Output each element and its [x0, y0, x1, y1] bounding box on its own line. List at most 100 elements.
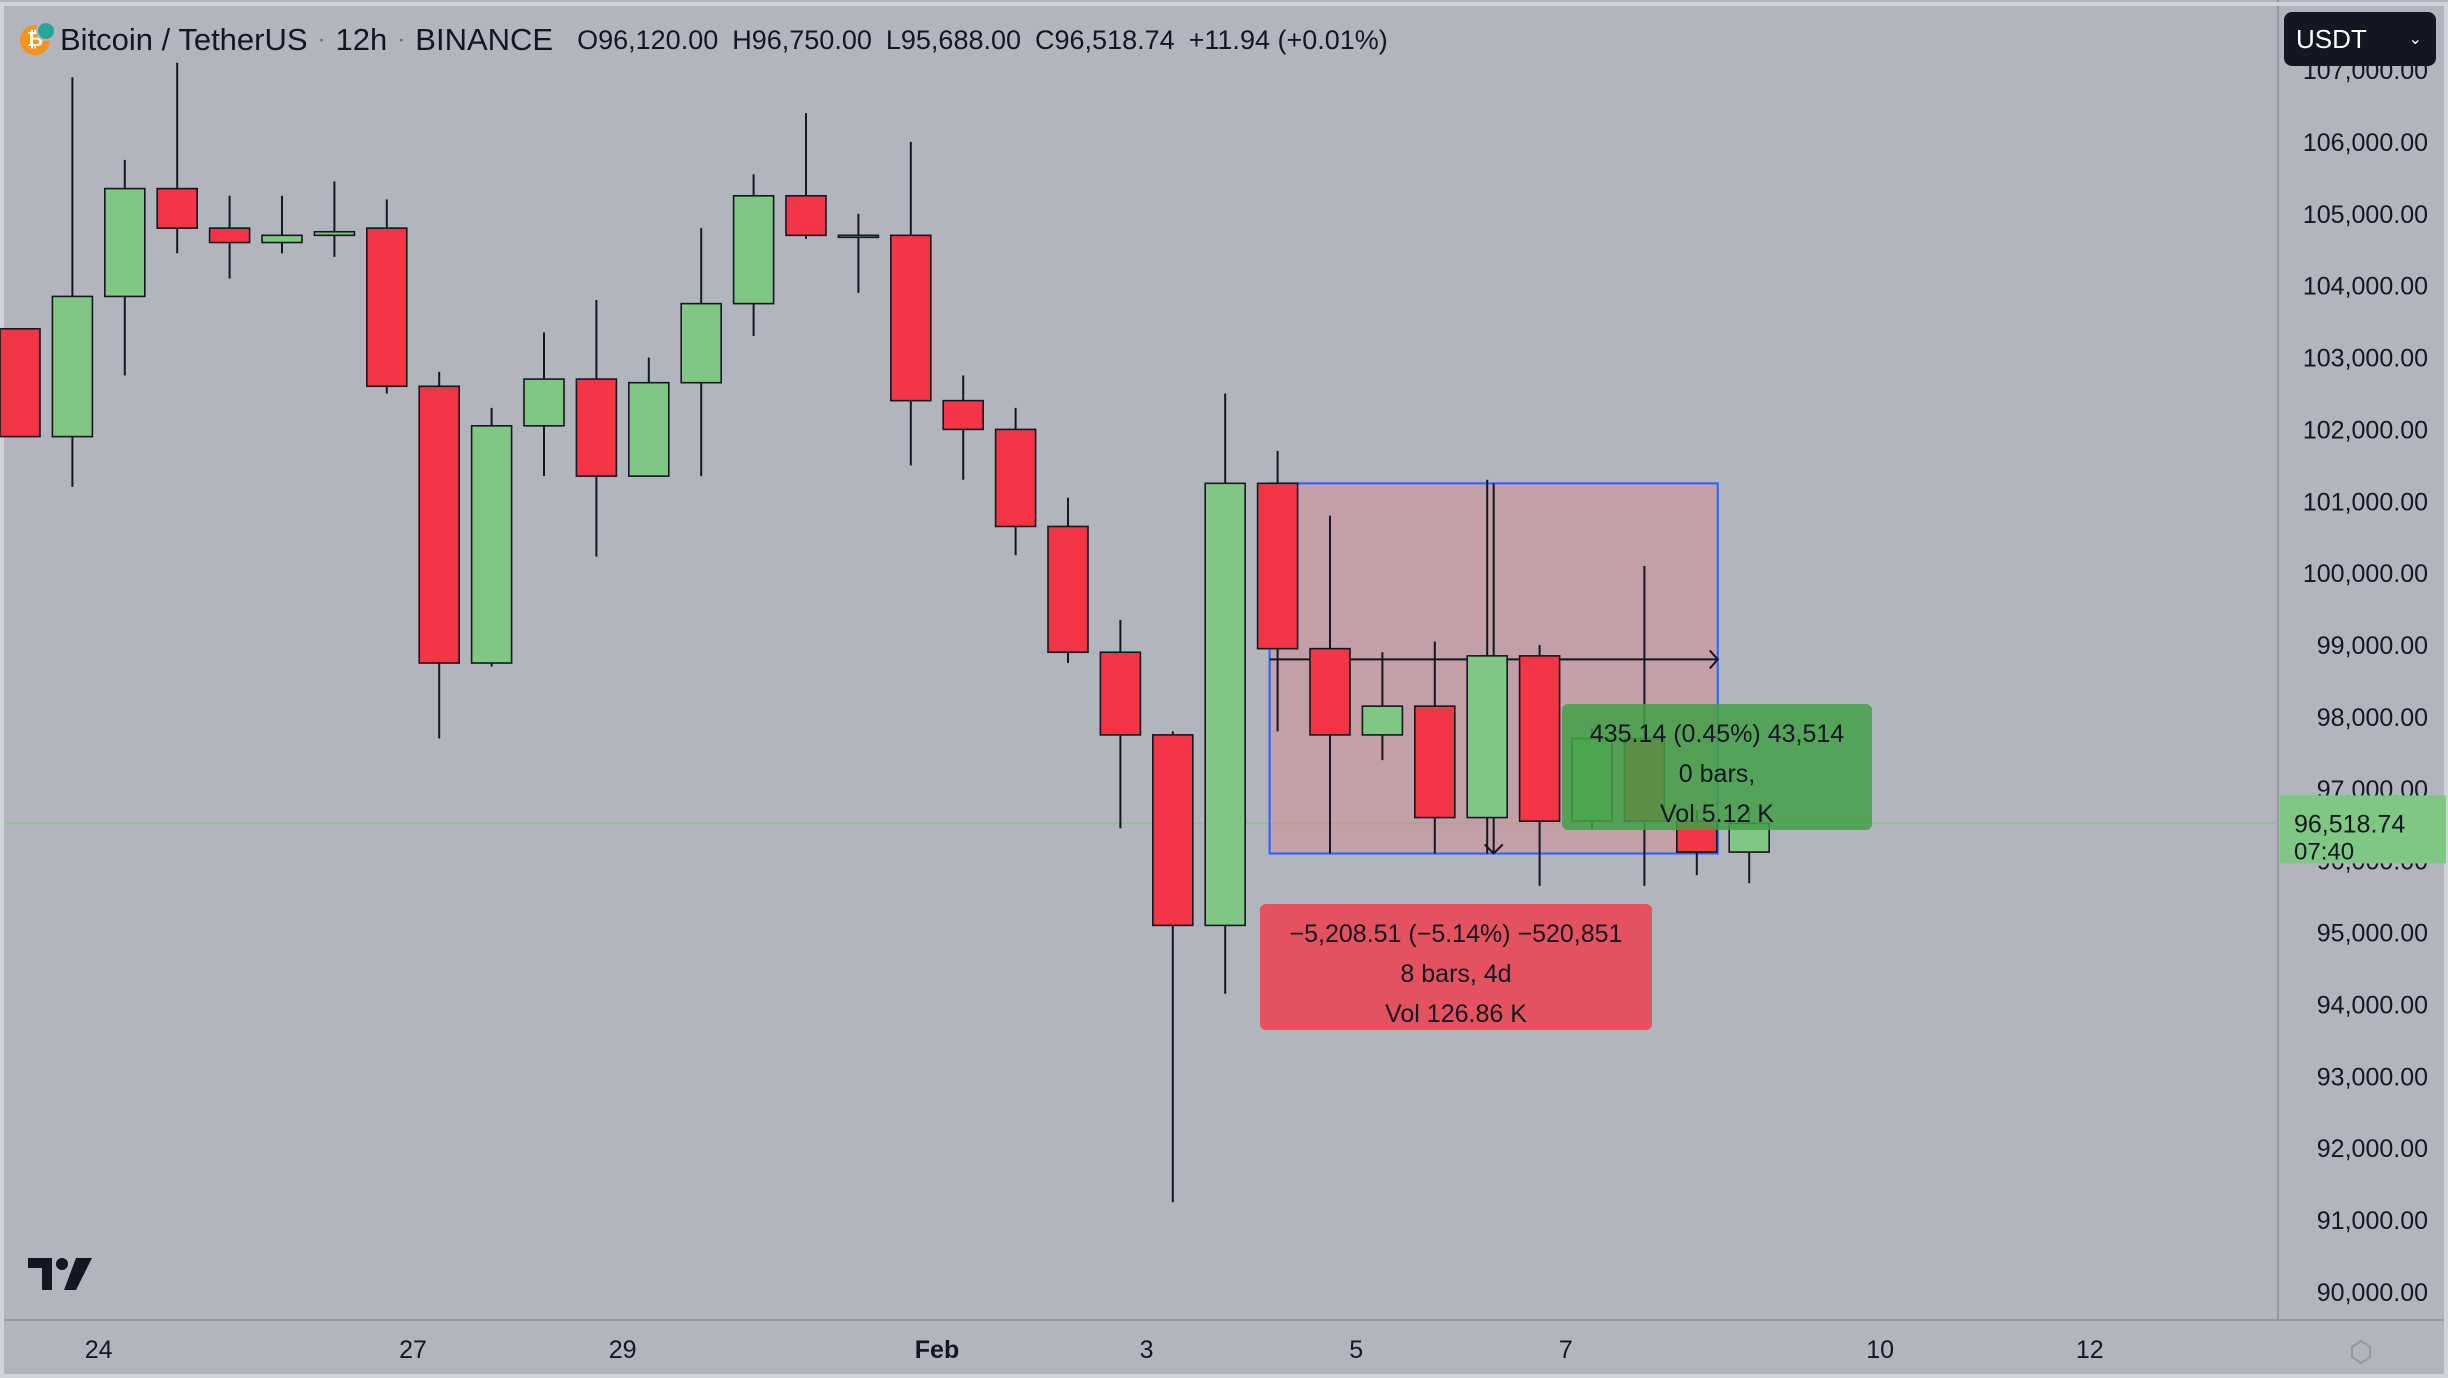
axes-layer: 90,000.00 91,000.00 92,000.00 93,000.00 94,0… [85, 57, 2446, 1365]
candle[interactable] [1152, 731, 1194, 1203]
candle[interactable] [1361, 652, 1404, 761]
candle-body-down [1309, 647, 1351, 736]
candle-body-up [261, 234, 303, 244]
candle-body-down [1256, 482, 1299, 650]
last-price-badge-bg [2280, 795, 2446, 864]
price-tick-label: 94,000.00 [2317, 991, 2428, 1019]
candle-body-up [51, 295, 94, 438]
price-tick-label: 98,000.00 [2317, 704, 2428, 732]
price-tick-label: 93,000.00 [2317, 1063, 2428, 1091]
candle[interactable] [104, 159, 146, 376]
candle[interactable] [1047, 497, 1089, 664]
candle[interactable] [942, 375, 985, 480]
candle[interactable] [365, 199, 408, 394]
candle[interactable] [732, 174, 775, 336]
candle[interactable] [627, 357, 670, 477]
candle[interactable] [0, 327, 41, 438]
candle[interactable] [208, 195, 251, 279]
candle-body-down [208, 227, 251, 244]
candle[interactable] [680, 228, 723, 477]
currency-selector[interactable]: USDT ⌄ [2284, 12, 2436, 66]
bar-countdown: 07:40 [2294, 838, 2354, 865]
candle-body-down [889, 234, 932, 402]
time-tick-label: 7 [1559, 1336, 1573, 1364]
measure-up-label-line: Vol 5.12 K [1660, 800, 1774, 828]
candle[interactable] [1204, 393, 1246, 994]
candle-body-down [1047, 525, 1089, 654]
price-tick-label: 105,000.00 [2303, 201, 2428, 229]
price-tick-label: 95,000.00 [2317, 920, 2428, 948]
candle-body-up [627, 381, 670, 477]
time-tick-label: 24 [85, 1336, 113, 1364]
candle[interactable] [261, 195, 303, 254]
time-tick-label: 5 [1349, 1336, 1363, 1364]
time-tick-label: 27 [399, 1336, 427, 1364]
candle-body-down [418, 385, 461, 664]
candle[interactable] [1466, 479, 1508, 854]
measure-up-label-bg [1562, 704, 1872, 830]
ohlc-low: L95,688.00 [886, 25, 1021, 56]
candle-body-down [1152, 734, 1194, 927]
measure-down-label-line: Vol 126.86 K [1385, 1000, 1527, 1028]
chevron-down-icon: ⌄ [2408, 31, 2422, 48]
candle[interactable] [837, 213, 880, 293]
candle[interactable] [156, 62, 198, 254]
measure-down-label-line: −5,208.51 (−5.14%) −520,851 [1290, 920, 1623, 948]
candle[interactable] [889, 141, 932, 466]
price-tick-label: 91,000.00 [2317, 1207, 2428, 1235]
candle-body-down [994, 428, 1037, 528]
tradingview-logo-icon[interactable] [26, 1254, 96, 1294]
price-tick-label: 99,000.00 [2317, 632, 2428, 660]
low-value: 95,688.00 [900, 24, 1022, 55]
measure-labels-layer: 435.14 (0.45%) 43,514 0 bars, Vol 5.12 K −5… [1260, 704, 1872, 1030]
interval-label[interactable]: 12h [335, 22, 388, 57]
candle[interactable] [470, 407, 513, 667]
candle[interactable] [1256, 450, 1299, 732]
candle-body-up [470, 425, 513, 664]
measure-up-label: 435.14 (0.45%) 43,514 0 bars, Vol 5.12 K [1562, 704, 1872, 830]
candle-body-down [785, 194, 827, 237]
candle[interactable] [994, 407, 1037, 556]
price-tick-label: 106,000.00 [2303, 129, 2428, 157]
symbol-name[interactable]: Bitcoin / TetherUS [60, 22, 308, 57]
candle-body-down [942, 399, 985, 431]
price-tick-label: 90,000.00 [2317, 1279, 2428, 1307]
candle[interactable] [785, 113, 827, 239]
candle[interactable] [523, 332, 565, 477]
candle[interactable] [418, 371, 461, 739]
price-tick-label: 104,000.00 [2303, 273, 2428, 301]
header-separator-dot: · [397, 26, 406, 53]
candle[interactable] [575, 300, 618, 557]
candle-body-down [365, 227, 408, 388]
candle-body-down [1518, 655, 1561, 822]
price-tick-label: 103,000.00 [2303, 345, 2428, 373]
settings-icon[interactable] [2351, 1339, 2371, 1365]
candle-body-up [732, 194, 775, 305]
candle[interactable] [51, 77, 94, 487]
candle-body-up [104, 187, 146, 298]
candle[interactable] [1099, 619, 1142, 829]
open-key: O [577, 24, 599, 55]
measure-arrow-right-icon [1709, 649, 1720, 670]
measure-down-label-bg [1260, 904, 1652, 1030]
measure-down-label: −5,208.51 (−5.14%) −520,851 8 bars, 4d Vol… [1260, 904, 1652, 1030]
high-value: 96,750.00 [751, 24, 872, 55]
candle[interactable] [1414, 641, 1456, 854]
candle-body-down [1414, 705, 1456, 819]
time-tick-label: 10 [1866, 1336, 1894, 1364]
tether-badge-icon [36, 21, 56, 41]
open-value: 96,120.00 [598, 24, 719, 55]
bitcoin-icon: ₿ [20, 21, 56, 55]
candle[interactable] [1309, 515, 1351, 854]
price-scale-panel[interactable] [2278, 0, 2448, 1378]
measure-down-label-line: 8 bars, 4d [1400, 960, 1511, 988]
price-tick-label: 92,000.00 [2317, 1135, 2428, 1163]
candle-body-up [837, 234, 880, 239]
ohlc-high: H96,750.00 [732, 25, 872, 56]
candle[interactable] [1518, 645, 1561, 886]
candle-body-up [523, 378, 565, 427]
candle[interactable] [313, 181, 356, 257]
price-tick-label: 100,000.00 [2303, 560, 2428, 588]
